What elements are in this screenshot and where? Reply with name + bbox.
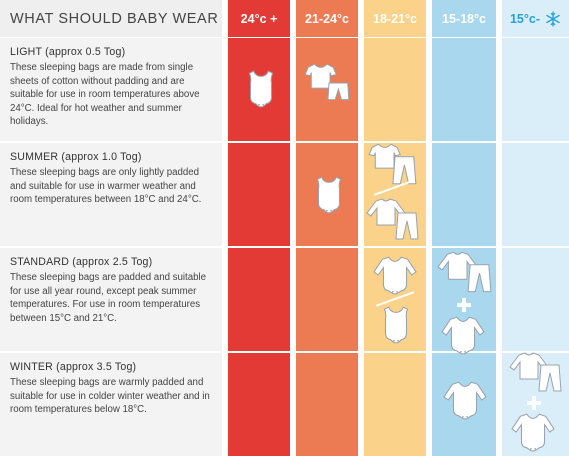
header-15-minus: 15°c- [502,0,569,37]
header-label: 18-21°c [373,11,417,26]
snowflake-icon [545,10,561,27]
header-15-18: 15-18°c [432,0,496,37]
row-title: SUMMER (approx 1.0 Tog) [10,151,142,163]
sleeveless-bodysuit-icon [316,176,342,214]
row-description: These sleeping bags are padded and suita… [10,272,207,324]
header-label: 24°c + [240,11,278,26]
tshirt-and-pants-icon [368,143,417,185]
tshirt-and-shorts-icon [304,63,350,101]
row-divider [0,351,569,353]
header-label: 15°c- [509,11,541,26]
row-title: STANDARD (approx 2.5 Tog) [10,256,153,268]
sleeveless-bodysuit-icon [248,70,274,108]
plus-icon [527,396,541,410]
long-sleeve-top-and-pants-icon [437,251,492,293]
long-sleeve-top-and-pants-icon [509,352,562,392]
row-divider [0,141,569,143]
row-description: These sleeping bags are only lightly pad… [10,167,202,205]
sleeveless-bodysuit-icon [383,306,409,344]
header-label: 15-18°c [442,11,486,26]
header-24-plus: 24°c + [228,0,290,37]
plus-icon [457,298,471,312]
row-description: These sleeping bags are made from single… [10,62,200,127]
header-label: 21-24°c [305,11,349,26]
long-sleeve-bodysuit-icon [441,316,485,355]
chart-title: WHAT SHOULD BABY WEAR [0,0,222,37]
row-divider [0,246,569,248]
row-winter: WINTER (approx 3.5 Tog) These sleeping b… [0,353,222,456]
row-title: WINTER (approx 3.5 Tog) [10,361,137,373]
row-standard: STANDARD (approx 2.5 Tog) These sleeping… [0,248,222,351]
row-description: These sleeping bags are warmly padded an… [10,377,210,415]
row-title: LIGHT (approx 0.5 Tog) [10,46,126,58]
long-sleeve-top-and-pants-icon [366,198,419,240]
row-light: LIGHT (approx 0.5 Tog) These sleeping ba… [0,38,222,141]
long-sleeve-bodysuit-icon [443,381,487,420]
header-18-21: 18-21°c [364,0,426,37]
long-sleeve-bodysuit-icon [511,413,555,452]
row-summer: SUMMER (approx 1.0 Tog) These sleeping b… [0,143,222,246]
header-21-24: 21-24°c [296,0,358,37]
long-sleeve-bodysuit-icon [373,256,417,295]
